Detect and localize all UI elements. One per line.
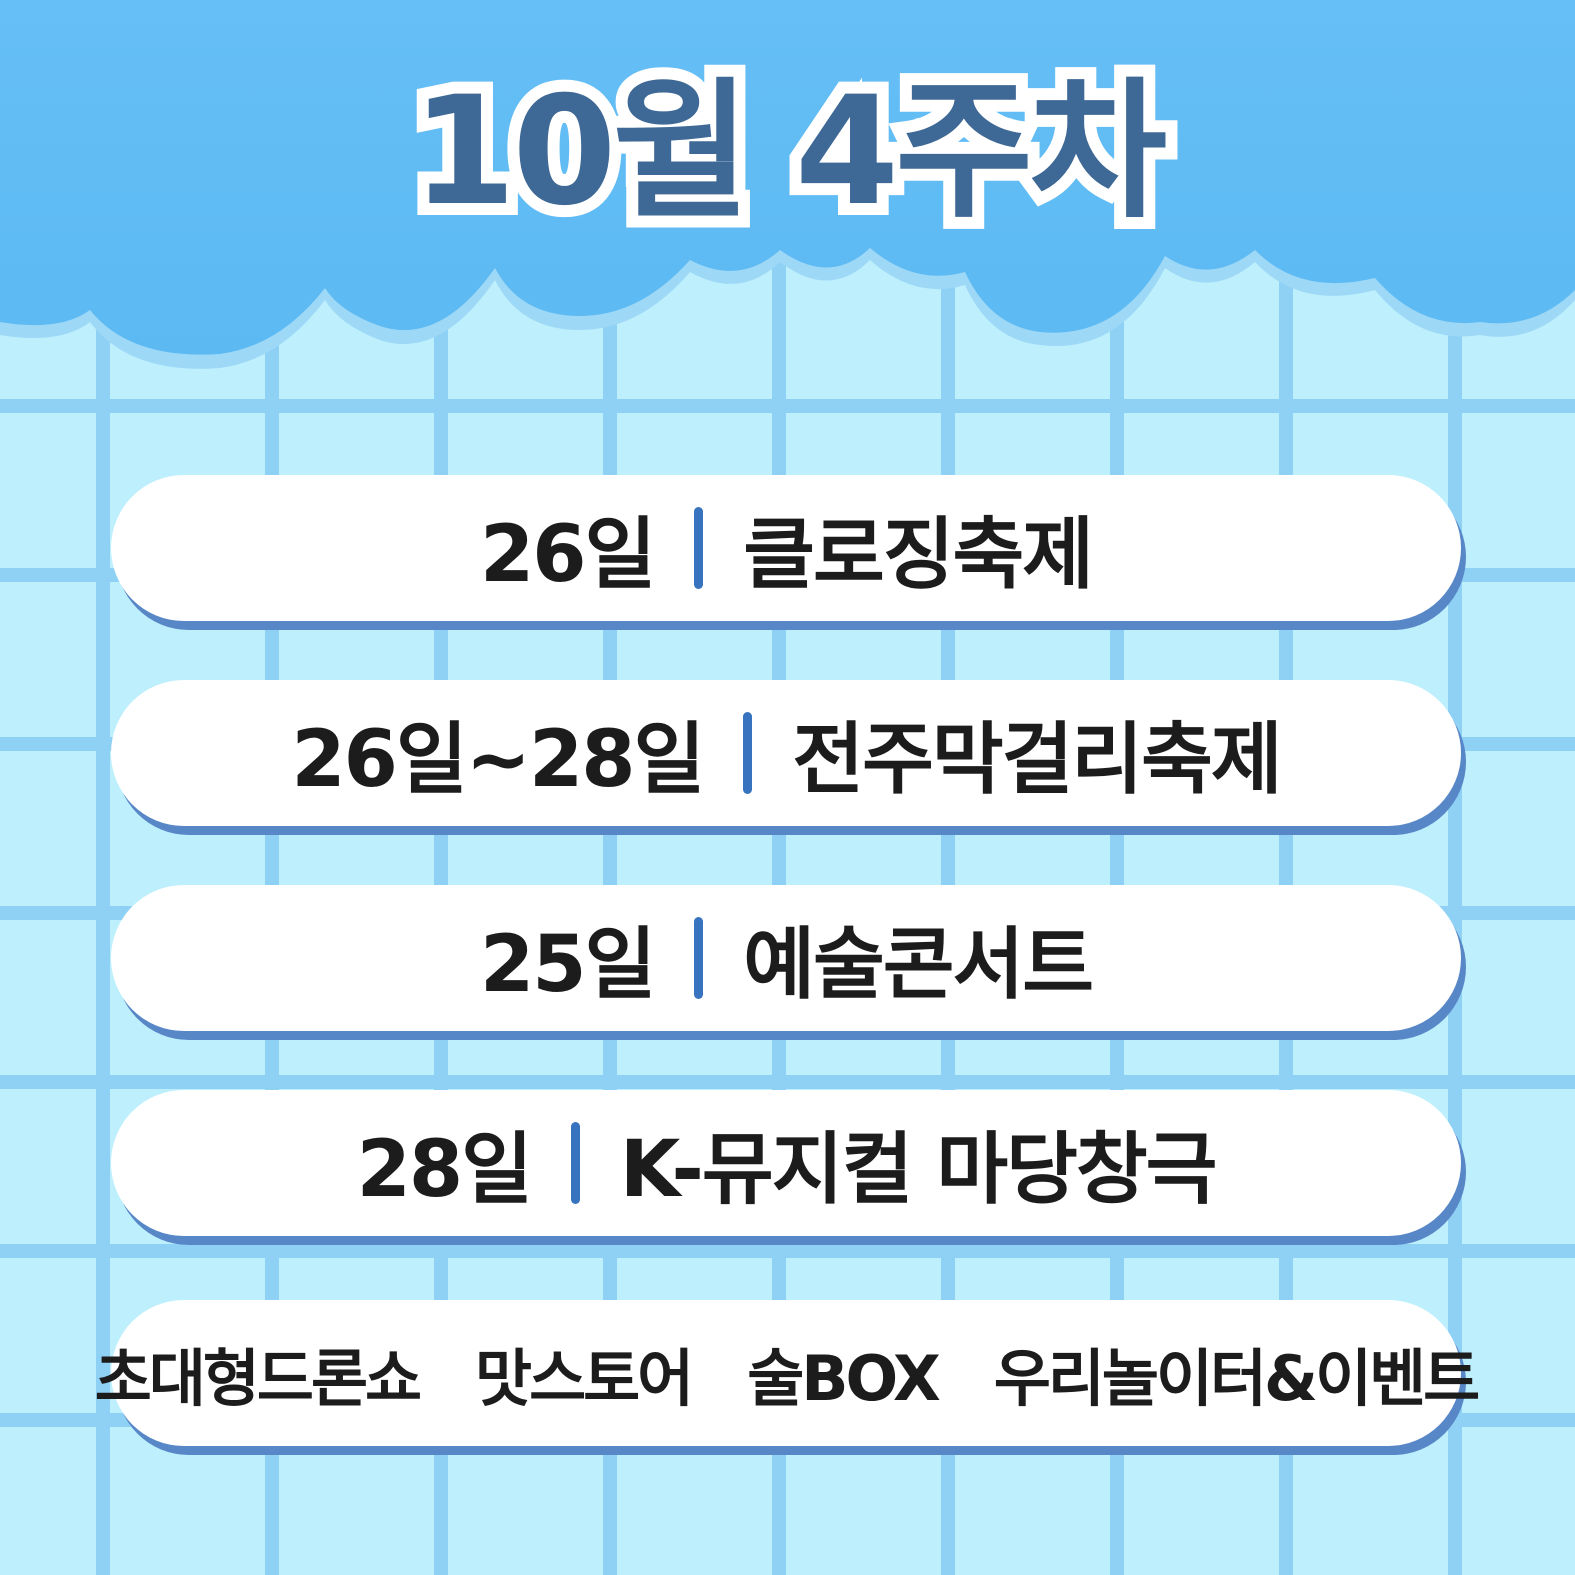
event-date: 25일 — [479, 920, 656, 1010]
extra-item: 술BOX — [747, 1342, 941, 1415]
event-row: 26일~28일 전주막걸리축제 — [111, 680, 1461, 826]
event-name: 예술콘서트 — [743, 920, 1094, 1010]
extras-row: 초대형드론쇼 맛스토어 술BOX 우리놀이터&이벤트 — [95, 1300, 1480, 1446]
extra-item: 초대형드론쇼 — [94, 1342, 422, 1415]
event-row: 28일 K-뮤지컬 마당창극 — [111, 1090, 1461, 1236]
extra-item: 우리놀이터&이벤트 — [993, 1342, 1480, 1415]
sky-header: 10월 4주차 — [0, 0, 1575, 420]
separator-bar — [570, 1122, 580, 1204]
event-row: 26일 클로징축제 — [111, 475, 1461, 621]
event-date: 28일 — [356, 1125, 533, 1215]
event-name: 클로징축제 — [743, 510, 1094, 600]
cloud-banner — [0, 0, 1575, 369]
event-row: 25일 예술콘서트 — [111, 885, 1461, 1031]
separator-bar — [694, 917, 704, 999]
event-name: K-뮤지컬 마당창극 — [619, 1125, 1218, 1215]
separator-bar — [743, 712, 753, 794]
event-name: 전주막걸리축제 — [792, 715, 1282, 805]
page-title: 10월 4주차 — [400, 53, 1179, 251]
event-date: 26일~28일 — [291, 715, 705, 805]
event-date: 26일 — [479, 510, 656, 600]
separator-bar — [694, 507, 704, 589]
extra-item: 맛스토어 — [475, 1342, 694, 1415]
